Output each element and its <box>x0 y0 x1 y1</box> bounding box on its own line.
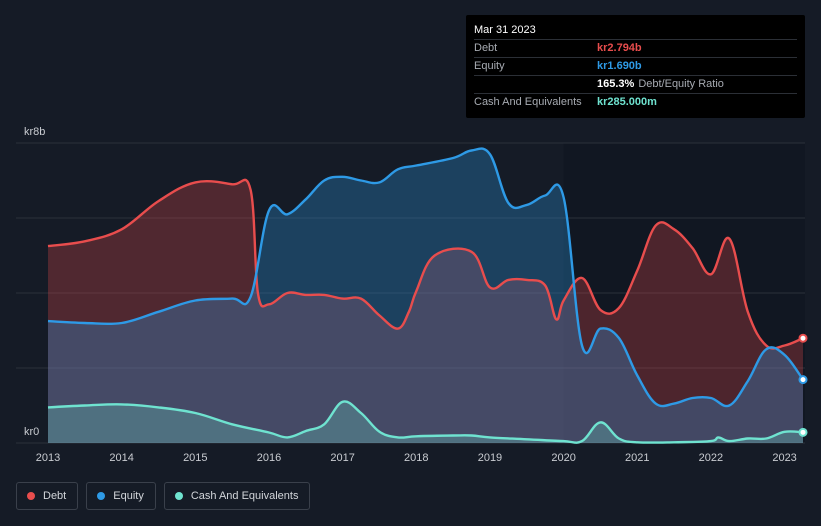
legend-label: Equity <box>113 490 144 502</box>
x-tick-label: 2016 <box>257 452 281 464</box>
series-endpoint-cash-and-equivalents <box>798 427 808 437</box>
chart-x-axis: 2013 2014 2015 2016 2017 2018 2019 2020 2021 2022… <box>36 452 797 464</box>
x-tick-label: 2019 <box>478 452 502 464</box>
tooltip-suffix: Debt/Equity Ratio <box>638 78 724 90</box>
tooltip-label: Cash And Equivalents <box>474 96 582 108</box>
series-endpoint-debt <box>798 333 808 343</box>
x-tick-label: 2022 <box>699 452 723 464</box>
tooltip-value: kr1.690b <box>597 60 642 72</box>
tooltip-label: Debt <box>474 42 498 54</box>
chart-series-areas <box>48 148 803 444</box>
x-tick-label: 2018 <box>404 452 428 464</box>
tooltip-row-equity: Equity kr1.690b <box>474 58 797 76</box>
legend-item-equity[interactable]: Equity <box>86 482 156 510</box>
tooltip-label: Equity <box>474 60 505 72</box>
tooltip-date: Mar 31 2023 <box>474 21 797 40</box>
legend-label: Debt <box>43 490 67 502</box>
x-tick-label: 2021 <box>625 452 649 464</box>
series-line-debt <box>47 178 804 350</box>
series-area-equity <box>48 148 803 444</box>
chart-legend: Debt Equity Cash And Equivalents <box>16 482 311 510</box>
tooltip-row-ratio: 165.3% Debt/Equity Ratio <box>474 76 797 94</box>
tooltip-label <box>474 76 597 93</box>
x-tick-label: 2015 <box>183 452 207 464</box>
legend-dot-icon <box>27 492 35 500</box>
legend-item-cash[interactable]: Cash And Equivalents <box>163 482 311 510</box>
x-tick-label: 2014 <box>109 452 133 464</box>
series-area-cash-and-equivalents <box>48 401 803 443</box>
tooltip-value: kr2.794b <box>597 42 642 54</box>
legend-dot-icon <box>174 492 183 500</box>
series-line-cash-and-equivalents <box>47 400 804 444</box>
y-axis-bottom-label: kr0 <box>24 426 39 438</box>
legend-item-debt[interactable]: Debt <box>16 482 79 510</box>
data-tooltip: Mar 31 2023 Debt kr2.794b Equity kr1.690… <box>466 15 805 118</box>
chart-series-endpoints <box>798 333 808 437</box>
chart-gridlines <box>16 142 805 444</box>
legend-dot-icon <box>97 492 106 500</box>
tooltip-row-debt: Debt kr2.794b <box>474 40 797 58</box>
x-tick-label: 2013 <box>36 452 60 464</box>
y-axis-top-label: kr8b <box>24 126 45 138</box>
tooltip-row-cash: Cash And Equivalents kr285.000m <box>474 94 797 111</box>
chart-series-lines <box>47 147 804 444</box>
x-tick-label: 2020 <box>551 452 575 464</box>
tooltip-value: kr285.000m <box>597 96 657 108</box>
x-tick-label: 2023 <box>772 452 796 464</box>
tooltip-value: 165.3% <box>597 78 635 90</box>
series-endpoint-equity <box>798 375 808 385</box>
series-area-debt <box>48 179 803 443</box>
x-tick-label: 2017 <box>330 452 354 464</box>
legend-label: Cash And Equivalents <box>190 490 299 502</box>
series-line-equity <box>47 147 804 408</box>
